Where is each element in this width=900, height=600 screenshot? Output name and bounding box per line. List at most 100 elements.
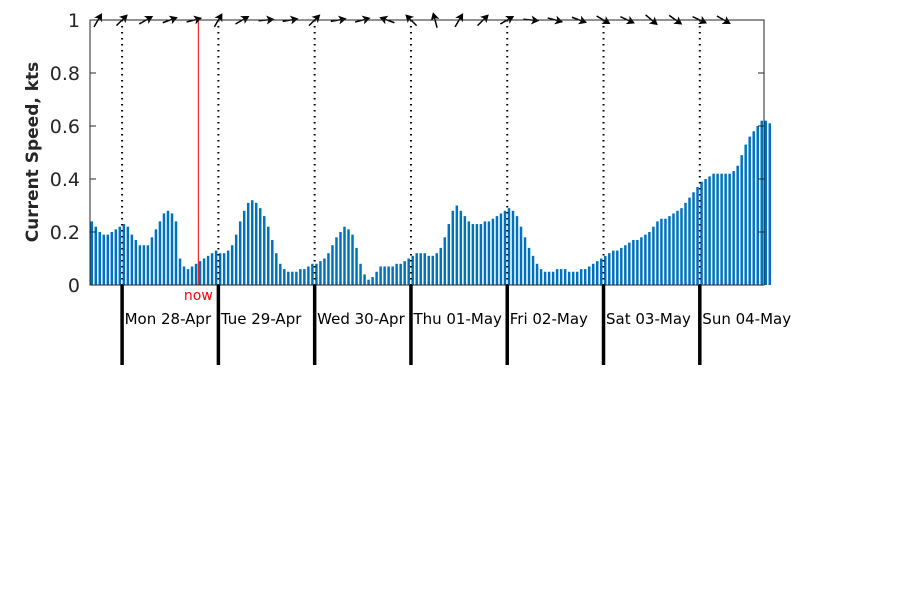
y-axis-ticks: 0 0.2 0.4 0.6 0.8 1 (50, 10, 764, 297)
bar (134, 239, 138, 285)
bar (190, 266, 194, 285)
bar (539, 269, 543, 285)
bar (226, 250, 230, 285)
bar (339, 232, 342, 285)
bar (523, 237, 527, 285)
bar (676, 210, 679, 285)
bar (628, 242, 631, 285)
day-label: Mon 28-Apr (125, 310, 212, 328)
bar (515, 216, 519, 285)
bar (748, 136, 751, 285)
bar (94, 226, 97, 285)
bar (720, 173, 723, 285)
bar (648, 232, 651, 285)
day-label: Sat 03-May (606, 310, 691, 328)
now-marker: now (184, 20, 213, 304)
bar (323, 258, 326, 285)
bar (579, 269, 583, 285)
bar (660, 218, 663, 285)
bar (567, 271, 571, 285)
day-label: Sun 04-May (702, 310, 791, 328)
bar (371, 277, 374, 285)
bar (214, 250, 218, 285)
bar (547, 271, 551, 285)
bar (114, 229, 118, 285)
bar (760, 120, 763, 285)
bar (154, 229, 158, 285)
bar (351, 234, 354, 285)
bar (507, 208, 511, 285)
bar (395, 263, 398, 285)
day-axis: Mon 28-Apr Tue 29-Apr Wed 30-Apr Thu 01-May… (120, 285, 791, 365)
day-label: Wed 30-Apr (317, 310, 405, 328)
bar (455, 205, 459, 285)
direction-arrow (476, 14, 489, 27)
bar (146, 245, 150, 285)
bar (150, 237, 154, 285)
bar (411, 255, 414, 285)
bar (254, 202, 258, 285)
bar (130, 234, 134, 285)
y-tick-label: 0.4 (50, 169, 80, 191)
direction-arrow (430, 12, 440, 28)
direction-arrow (645, 14, 658, 26)
bar (483, 221, 487, 285)
bar (752, 131, 755, 285)
bar (295, 271, 298, 285)
y-tick-label: 0.2 (50, 222, 80, 244)
bar (612, 250, 615, 285)
bar (407, 258, 410, 285)
bar (234, 234, 238, 285)
bar (391, 266, 394, 285)
bar (555, 269, 559, 285)
bar (387, 266, 390, 285)
bar (279, 263, 282, 285)
bar (343, 226, 346, 285)
bar (230, 245, 234, 285)
bar (299, 269, 302, 285)
bar (636, 239, 639, 285)
bar (495, 216, 499, 285)
bar (447, 224, 451, 285)
bar (583, 269, 587, 285)
bar (194, 263, 198, 285)
direction-arrow (213, 13, 223, 28)
bar (768, 123, 771, 285)
bar (303, 269, 306, 285)
bar (399, 263, 402, 285)
bar (692, 192, 695, 285)
bar (716, 173, 719, 285)
bar (608, 253, 611, 285)
bar (704, 179, 707, 285)
bar (238, 221, 242, 285)
bar (551, 271, 555, 285)
bar (708, 176, 711, 285)
bar (519, 226, 523, 285)
bar (375, 271, 378, 285)
bar (174, 221, 178, 285)
day-label: Tue 29-Apr (220, 310, 302, 328)
bar (744, 144, 747, 285)
bar (736, 165, 739, 285)
bar (499, 213, 503, 285)
bar (158, 221, 162, 285)
direction-arrow (93, 13, 103, 28)
bar (696, 186, 699, 285)
bar (596, 261, 599, 285)
bar (563, 269, 567, 285)
bar (423, 253, 426, 285)
bar (664, 218, 667, 285)
plot-frame (89, 19, 765, 286)
bar (335, 237, 338, 285)
day-divider-lines (121, 20, 701, 285)
bar (491, 218, 495, 285)
bar (571, 271, 575, 285)
bar (756, 126, 759, 285)
bar (271, 239, 274, 285)
bar (624, 245, 627, 285)
bar (307, 266, 310, 285)
bar (98, 232, 102, 285)
bar (724, 173, 727, 285)
bar (680, 208, 683, 285)
bar (363, 274, 366, 285)
